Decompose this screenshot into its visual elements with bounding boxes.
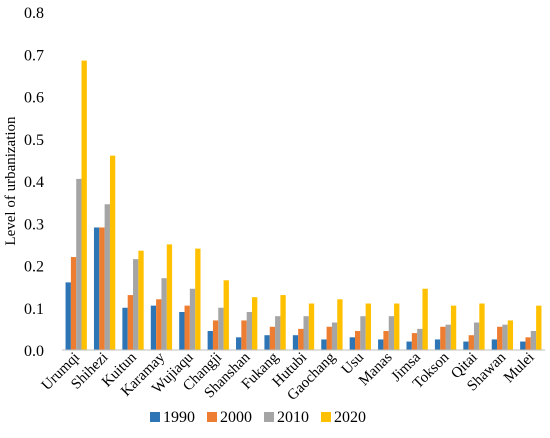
bar-qitai-2000 — [468, 335, 474, 350]
bar-shanshan-2000 — [241, 320, 247, 350]
legend-swatch-1990 — [150, 412, 160, 422]
y-tick-label: 0.6 — [24, 90, 44, 107]
x-axis-ticks: UrumqiShiheziKuitunKaramayWujiaquChangji… — [39, 349, 538, 404]
bar-wujiaqu-1990 — [179, 311, 185, 350]
bar-mulei-1990 — [520, 341, 526, 350]
bar-usu-2010 — [360, 316, 366, 350]
bar-shihezi-2010 — [104, 204, 110, 350]
y-axis-ticks: 0.0 0.1 0.2 0.3 0.4 0.5 0.6 0.7 0.8 — [24, 5, 44, 360]
bar-usu-2020 — [365, 303, 371, 350]
bars — [65, 60, 542, 351]
legend-swatch-2020 — [321, 412, 331, 422]
bar-gaochang-1990 — [321, 339, 327, 350]
legend-label: 2020 — [334, 409, 366, 426]
bar-urumqi-2000 — [70, 257, 77, 350]
bar-shanshan-2020 — [252, 297, 258, 350]
y-tick-label: 0.1 — [24, 301, 44, 318]
bar-changji-2000 — [212, 320, 219, 350]
bar-kuitun-2010 — [133, 259, 139, 350]
bar-jimsa-2010 — [417, 328, 423, 351]
bar-kuitun-2020 — [138, 250, 144, 350]
bar-urumqi-1990 — [65, 282, 71, 350]
bar-gaochang-2020 — [337, 299, 343, 350]
bar-kuitun-2000 — [127, 295, 134, 350]
legend-label: 2000 — [220, 409, 252, 426]
bar-karamay-2000 — [156, 299, 162, 350]
legend-label: 1990 — [163, 409, 195, 426]
bar-shihezi-1990 — [93, 227, 100, 350]
legend-swatch-2010 — [264, 412, 274, 422]
bar-hutubi-2000 — [298, 328, 304, 351]
bar-tokson-1990 — [434, 339, 441, 350]
bar-jimsa-2020 — [422, 288, 428, 350]
x-tick-label: Manas — [356, 349, 396, 389]
bar-gaochang-2000 — [326, 326, 332, 350]
bar-mulei-2020 — [536, 305, 542, 350]
bar-gaochang-2010 — [331, 322, 338, 350]
bar-tokson-2000 — [440, 326, 446, 350]
bar-manas-2000 — [383, 330, 389, 350]
y-tick-label: 0.3 — [24, 216, 44, 233]
x-tick-label: Mulei — [501, 350, 538, 387]
bar-qitai-2020 — [479, 303, 485, 350]
y-tick-label: 0.8 — [24, 5, 44, 22]
bar-tokson-2020 — [450, 305, 457, 350]
bar-karamay-1990 — [150, 305, 157, 350]
legend-swatch-2000 — [207, 412, 217, 422]
y-tick-label: 0.5 — [24, 132, 44, 149]
bar-fukang-1990 — [264, 335, 270, 350]
bar-shawan-2000 — [497, 326, 503, 350]
bar-shihezi-2000 — [99, 227, 105, 350]
bar-tokson-2010 — [445, 324, 451, 350]
legend-label: 2010 — [277, 409, 309, 426]
bar-manas-1990 — [378, 339, 384, 350]
bar-changji-1990 — [207, 330, 213, 350]
bar-usu-2000 — [355, 330, 361, 350]
bar-mulei-2000 — [525, 337, 531, 350]
bar-fukang-2010 — [275, 316, 281, 350]
bar-shawan-1990 — [491, 339, 498, 350]
bar-hutubi-1990 — [292, 335, 299, 350]
bar-manas-2020 — [394, 303, 400, 350]
bar-karamay-2020 — [166, 244, 173, 351]
y-tick-label: 0.0 — [24, 343, 44, 360]
bar-shanshan-2010 — [246, 311, 253, 350]
bar-changji-2010 — [218, 307, 224, 350]
bar-qitai-2010 — [473, 322, 480, 350]
bar-shanshan-1990 — [236, 337, 242, 350]
bar-qitai-1990 — [463, 341, 469, 350]
bar-shawan-2020 — [507, 320, 514, 350]
bar-changji-2020 — [223, 280, 229, 350]
bar-wujiaqu-2010 — [189, 288, 196, 350]
y-axis-label: Level of urbanization — [3, 116, 19, 246]
bar-urumqi-2020 — [81, 60, 87, 351]
bar-shihezi-2020 — [109, 155, 116, 350]
bar-karamay-2010 — [161, 278, 167, 350]
bar-usu-1990 — [349, 337, 355, 350]
bar-wujiaqu-2000 — [184, 305, 190, 350]
bar-manas-2010 — [388, 316, 395, 350]
bar-wujiaqu-2020 — [195, 248, 201, 350]
bar-urumqi-2010 — [76, 178, 82, 350]
legend: 1990 2000 2010 2020 — [150, 409, 366, 426]
bar-fukang-2020 — [280, 295, 286, 350]
y-tick-label: 0.2 — [24, 259, 44, 276]
bar-kuitun-1990 — [122, 307, 128, 350]
bar-shawan-2010 — [502, 324, 508, 350]
bar-mulei-2010 — [530, 330, 537, 350]
y-tick-label: 0.7 — [24, 47, 44, 64]
bar-jimsa-2000 — [411, 333, 418, 350]
bar-hutubi-2010 — [303, 316, 309, 350]
bar-jimsa-1990 — [406, 341, 412, 350]
bar-hutubi-2020 — [308, 303, 315, 350]
bar-fukang-2000 — [269, 326, 276, 350]
y-tick-label: 0.4 — [24, 174, 44, 191]
